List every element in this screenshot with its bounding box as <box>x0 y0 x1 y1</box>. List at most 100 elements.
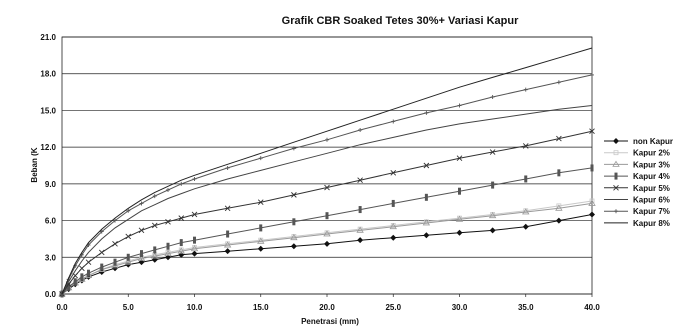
data-point <box>490 94 495 99</box>
data-point <box>178 215 185 221</box>
legend-label: Kapur 6% <box>633 196 670 205</box>
x-tick-label: 0.0 <box>56 303 68 312</box>
data-point <box>80 273 84 281</box>
y-tick-label: 18.0 <box>40 70 56 79</box>
x-tick-label: 10.0 <box>187 303 203 312</box>
data-point <box>191 211 198 218</box>
data-point <box>100 263 104 271</box>
y-tick-label: 9.0 <box>45 180 57 189</box>
data-point <box>151 252 159 259</box>
x-tick-label: 35.0 <box>518 303 534 312</box>
data-point <box>177 247 185 254</box>
data-point <box>358 128 363 133</box>
data-point <box>613 150 619 156</box>
data-point <box>290 233 298 241</box>
y-tick-label: 6.0 <box>45 217 57 226</box>
data-point <box>193 236 196 244</box>
data-point <box>390 170 397 176</box>
data-point <box>358 206 362 214</box>
data-point <box>87 269 90 277</box>
x-tick-label: 15.0 <box>253 303 269 312</box>
data-point <box>257 237 265 244</box>
data-point <box>223 241 232 248</box>
data-point <box>137 254 146 261</box>
data-point <box>291 146 296 151</box>
data-point <box>291 192 297 198</box>
legend: non Kapur Kapur 2% Kapur 3% Kapur 4% Kapur 5… <box>604 137 673 228</box>
data-point <box>292 218 296 226</box>
x-tick-label: 20.0 <box>319 303 335 312</box>
data-point <box>192 176 197 181</box>
data-point <box>488 211 497 219</box>
data-point <box>165 218 171 225</box>
axis-ticks: 0.0 3.0 6.0 9.0 12.0 15.0 18.0 21.0 0.0 5.0 10.0 15… <box>40 33 600 312</box>
data-point <box>589 128 595 135</box>
legend-item: non Kapur <box>604 137 673 146</box>
data-point <box>356 226 364 233</box>
x-axis-label: Penetrasi (mm) <box>301 317 359 326</box>
series-kapur-4- <box>60 164 594 298</box>
data-point <box>522 208 530 215</box>
data-point <box>523 87 528 92</box>
data-point <box>139 201 144 206</box>
data-point <box>556 80 561 85</box>
data-point <box>125 233 132 240</box>
data-point <box>152 194 157 199</box>
y-tick-label: 15.0 <box>40 106 56 115</box>
legend-label: Kapur 7% <box>633 207 670 216</box>
data-point <box>126 253 130 261</box>
y-tick-label: 0.0 <box>45 290 57 299</box>
data-point <box>357 177 363 184</box>
legend-item: Kapur 6% <box>604 196 670 205</box>
data-point <box>524 175 528 183</box>
data-point <box>225 165 230 170</box>
data-point <box>290 243 297 250</box>
data-point <box>424 193 428 201</box>
data-point <box>423 162 430 169</box>
series-kapur-5- <box>59 128 595 297</box>
data-point <box>589 198 595 204</box>
data-point <box>73 278 77 286</box>
series-kapur-8- <box>61 47 593 295</box>
legend-item: Kapur 4% <box>604 172 670 181</box>
legend-item: Kapur 5% <box>604 184 670 193</box>
data-point <box>79 265 85 272</box>
y-tick-label: 21.0 <box>40 33 56 42</box>
data-point <box>226 230 230 238</box>
series-kapur-6- <box>61 105 593 295</box>
data-point <box>588 199 596 206</box>
series-lines <box>58 47 596 298</box>
series-line <box>61 47 593 295</box>
data-point <box>555 204 563 211</box>
legend-label: Kapur 5% <box>633 184 670 193</box>
data-point <box>190 244 199 252</box>
y-tick-label: 12.0 <box>40 143 56 152</box>
legend-label: non Kapur <box>633 137 673 146</box>
data-point <box>325 212 329 220</box>
data-point <box>456 155 463 161</box>
data-point <box>456 229 463 236</box>
x-tick-label: 5.0 <box>123 303 135 312</box>
y-axis-label: Beban (K <box>30 147 39 182</box>
data-point <box>522 223 529 230</box>
data-point <box>164 249 172 257</box>
data-point <box>589 211 595 218</box>
data-point <box>489 227 496 234</box>
legend-item: Kapur 7% <box>604 207 670 216</box>
data-point <box>258 156 263 161</box>
data-point <box>85 259 92 265</box>
data-point <box>557 169 561 177</box>
data-point <box>357 237 364 244</box>
data-point <box>423 232 430 239</box>
data-point <box>98 249 105 256</box>
data-point <box>67 283 71 291</box>
data-point <box>323 230 331 237</box>
data-point <box>179 239 183 247</box>
data-point <box>489 149 496 155</box>
data-point <box>614 172 618 180</box>
data-point <box>113 218 117 223</box>
x-tick-label: 40.0 <box>584 303 600 312</box>
data-point <box>522 143 529 149</box>
